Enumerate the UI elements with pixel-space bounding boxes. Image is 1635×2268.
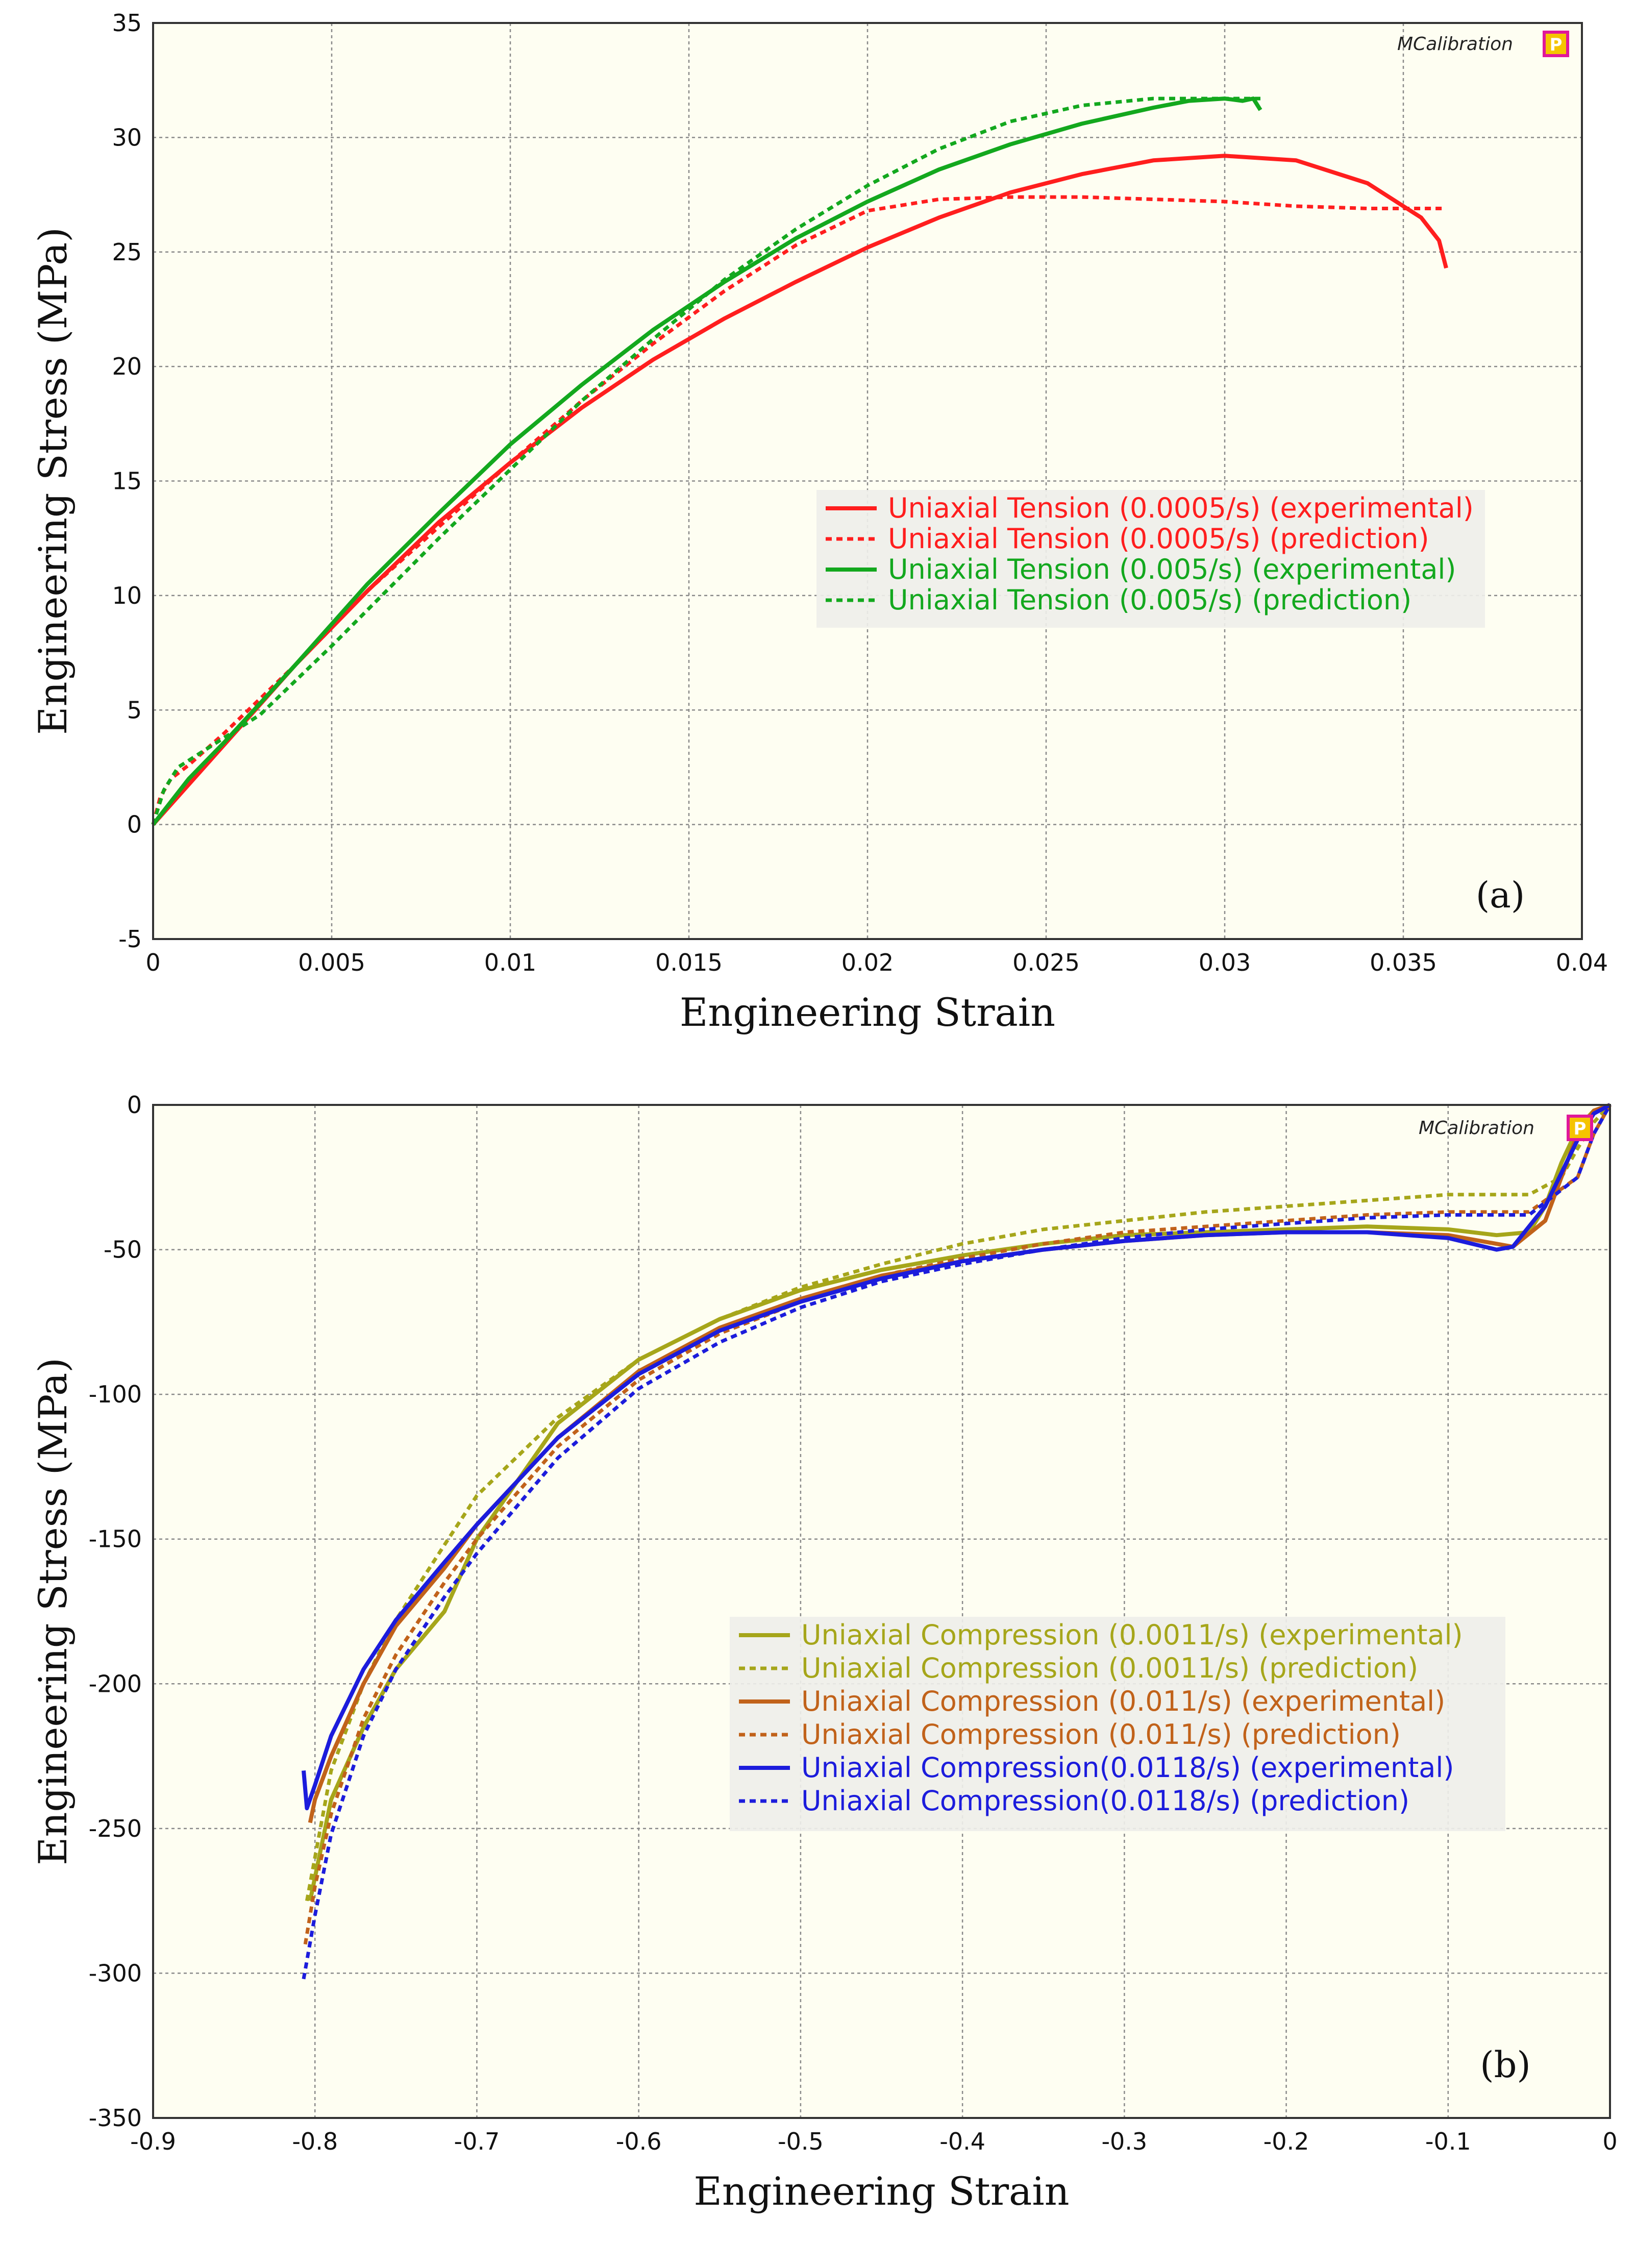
x-tick-label: -0.5 — [778, 2128, 824, 2155]
x-tick-label: 0.015 — [655, 949, 723, 976]
x-tick-label: 0.025 — [1012, 949, 1080, 976]
legend: Uniaxial Compression (0.0011/s) (experim… — [730, 1617, 1505, 1831]
series-line-2 — [305, 1103, 1612, 1902]
y-tick-label: 0 — [127, 1091, 142, 1119]
x-tick-label: 0.005 — [298, 949, 365, 976]
y-tick-label: 0 — [127, 811, 142, 839]
brand-watermark: MCalibration — [1397, 34, 1513, 55]
brand-badge-icon — [1543, 31, 1569, 57]
legend-label-2: Uniaxial Tension (0.0005/s) (prediction) — [888, 523, 1429, 555]
x-tick-label: 0.035 — [1370, 949, 1437, 976]
series-line-5 — [302, 1103, 1611, 1811]
legend-label-4: Uniaxial Tension (0.005/s) (prediction) — [888, 584, 1411, 616]
plot-frame — [152, 1104, 1611, 2119]
y-tick-label: 15 — [112, 467, 142, 495]
series-line-6 — [302, 1104, 1612, 1980]
chart-panel-a: 0 0.005 0.01 0.015 0.02 0.025 0.03 0.035 0.04-50… — [30, 9, 1608, 1035]
x-tick-label: -0.3 — [1101, 2128, 1147, 2155]
x-tick-label: 0.01 — [484, 949, 536, 976]
panel-label: (b) — [1480, 2044, 1530, 2086]
brand-badge-icon — [1567, 1115, 1593, 1141]
y-tick-label: -250 — [89, 1815, 142, 1842]
y-tick-label: -50 — [104, 1236, 142, 1264]
y-tick-label: -300 — [89, 1959, 142, 1987]
legend-label-1: Uniaxial Compression (0.0011/s) (experim… — [801, 1619, 1463, 1651]
x-tick-label: 0.03 — [1199, 949, 1251, 976]
y-axis-title: Engineering Stress (MPa) — [30, 227, 76, 735]
y-tick-label: 25 — [112, 238, 142, 266]
x-tick-label: -0.4 — [939, 2128, 985, 2155]
y-axis-title: Engineering Stress (MPa) — [30, 1358, 76, 1865]
x-tick-label: -0.2 — [1264, 2128, 1309, 2155]
series-line-4 — [303, 1104, 1612, 1945]
y-tick-label: -150 — [89, 1525, 142, 1553]
brand-watermark: MCalibration — [1419, 1118, 1534, 1139]
x-tick-label: -0.1 — [1425, 2128, 1471, 2155]
y-tick-label: 30 — [112, 124, 142, 151]
x-tick-label: -0.9 — [130, 2128, 176, 2155]
plot-frame — [152, 22, 1583, 940]
legend-label-5: Uniaxial Compression(0.0118/s) (experime… — [801, 1752, 1454, 1784]
legend-label-3: Uniaxial Tension (0.005/s) (experimental… — [888, 553, 1456, 585]
legend-label-4: Uniaxial Compression (0.011/s) (predicti… — [801, 1718, 1401, 1751]
x-tick-label: 0.02 — [841, 949, 894, 976]
y-tick-label: -5 — [118, 925, 142, 953]
legend-box — [816, 490, 1485, 628]
brand-badge-letter: P — [1574, 1119, 1587, 1139]
legend-label-6: Uniaxial Compression(0.0118/s) (predicti… — [801, 1785, 1409, 1817]
x-tick-label: 0 — [145, 949, 160, 976]
x-axis-title: Engineering Strain — [680, 990, 1055, 1035]
legend-label-1: Uniaxial Tension (0.0005/s) (experimenta… — [888, 492, 1474, 524]
series-line-4 — [151, 96, 1260, 825]
x-tick-label: -0.7 — [454, 2128, 500, 2155]
plot-area — [153, 1105, 1610, 2118]
y-tick-label: 35 — [112, 9, 142, 37]
legend: Uniaxial Tension (0.0005/s) (experimenta… — [816, 490, 1485, 628]
y-tick-label: -100 — [89, 1380, 142, 1408]
legend-label-2: Uniaxial Compression (0.0011/s) (predict… — [801, 1652, 1418, 1684]
legend-label-3: Uniaxial Compression (0.011/s) (experime… — [801, 1685, 1445, 1717]
panel-label: (a) — [1476, 874, 1525, 916]
chart-panel-b: -0.9 -0.8 -0.7 -0.6 -0.5 -0.4 -0.3 -0.2 -0.1 0 -35… — [30, 1091, 1618, 2214]
y-tick-label: 20 — [112, 353, 142, 380]
x-tick-label: 0 — [1602, 2128, 1617, 2155]
x-axis-title: Engineering Strain — [693, 2168, 1069, 2214]
x-tick-label: -0.6 — [616, 2128, 662, 2155]
series-line-2 — [151, 195, 1446, 825]
brand-badge-letter: P — [1550, 35, 1563, 55]
y-tick-label: 10 — [112, 582, 142, 609]
y-tick-label: 5 — [127, 696, 142, 724]
legend-box — [730, 1617, 1505, 1831]
x-tick-label: -0.8 — [292, 2128, 338, 2155]
y-tick-label: -200 — [89, 1670, 142, 1697]
y-tick-label: -350 — [89, 2104, 142, 2132]
x-tick-label: 0.04 — [1556, 949, 1608, 976]
